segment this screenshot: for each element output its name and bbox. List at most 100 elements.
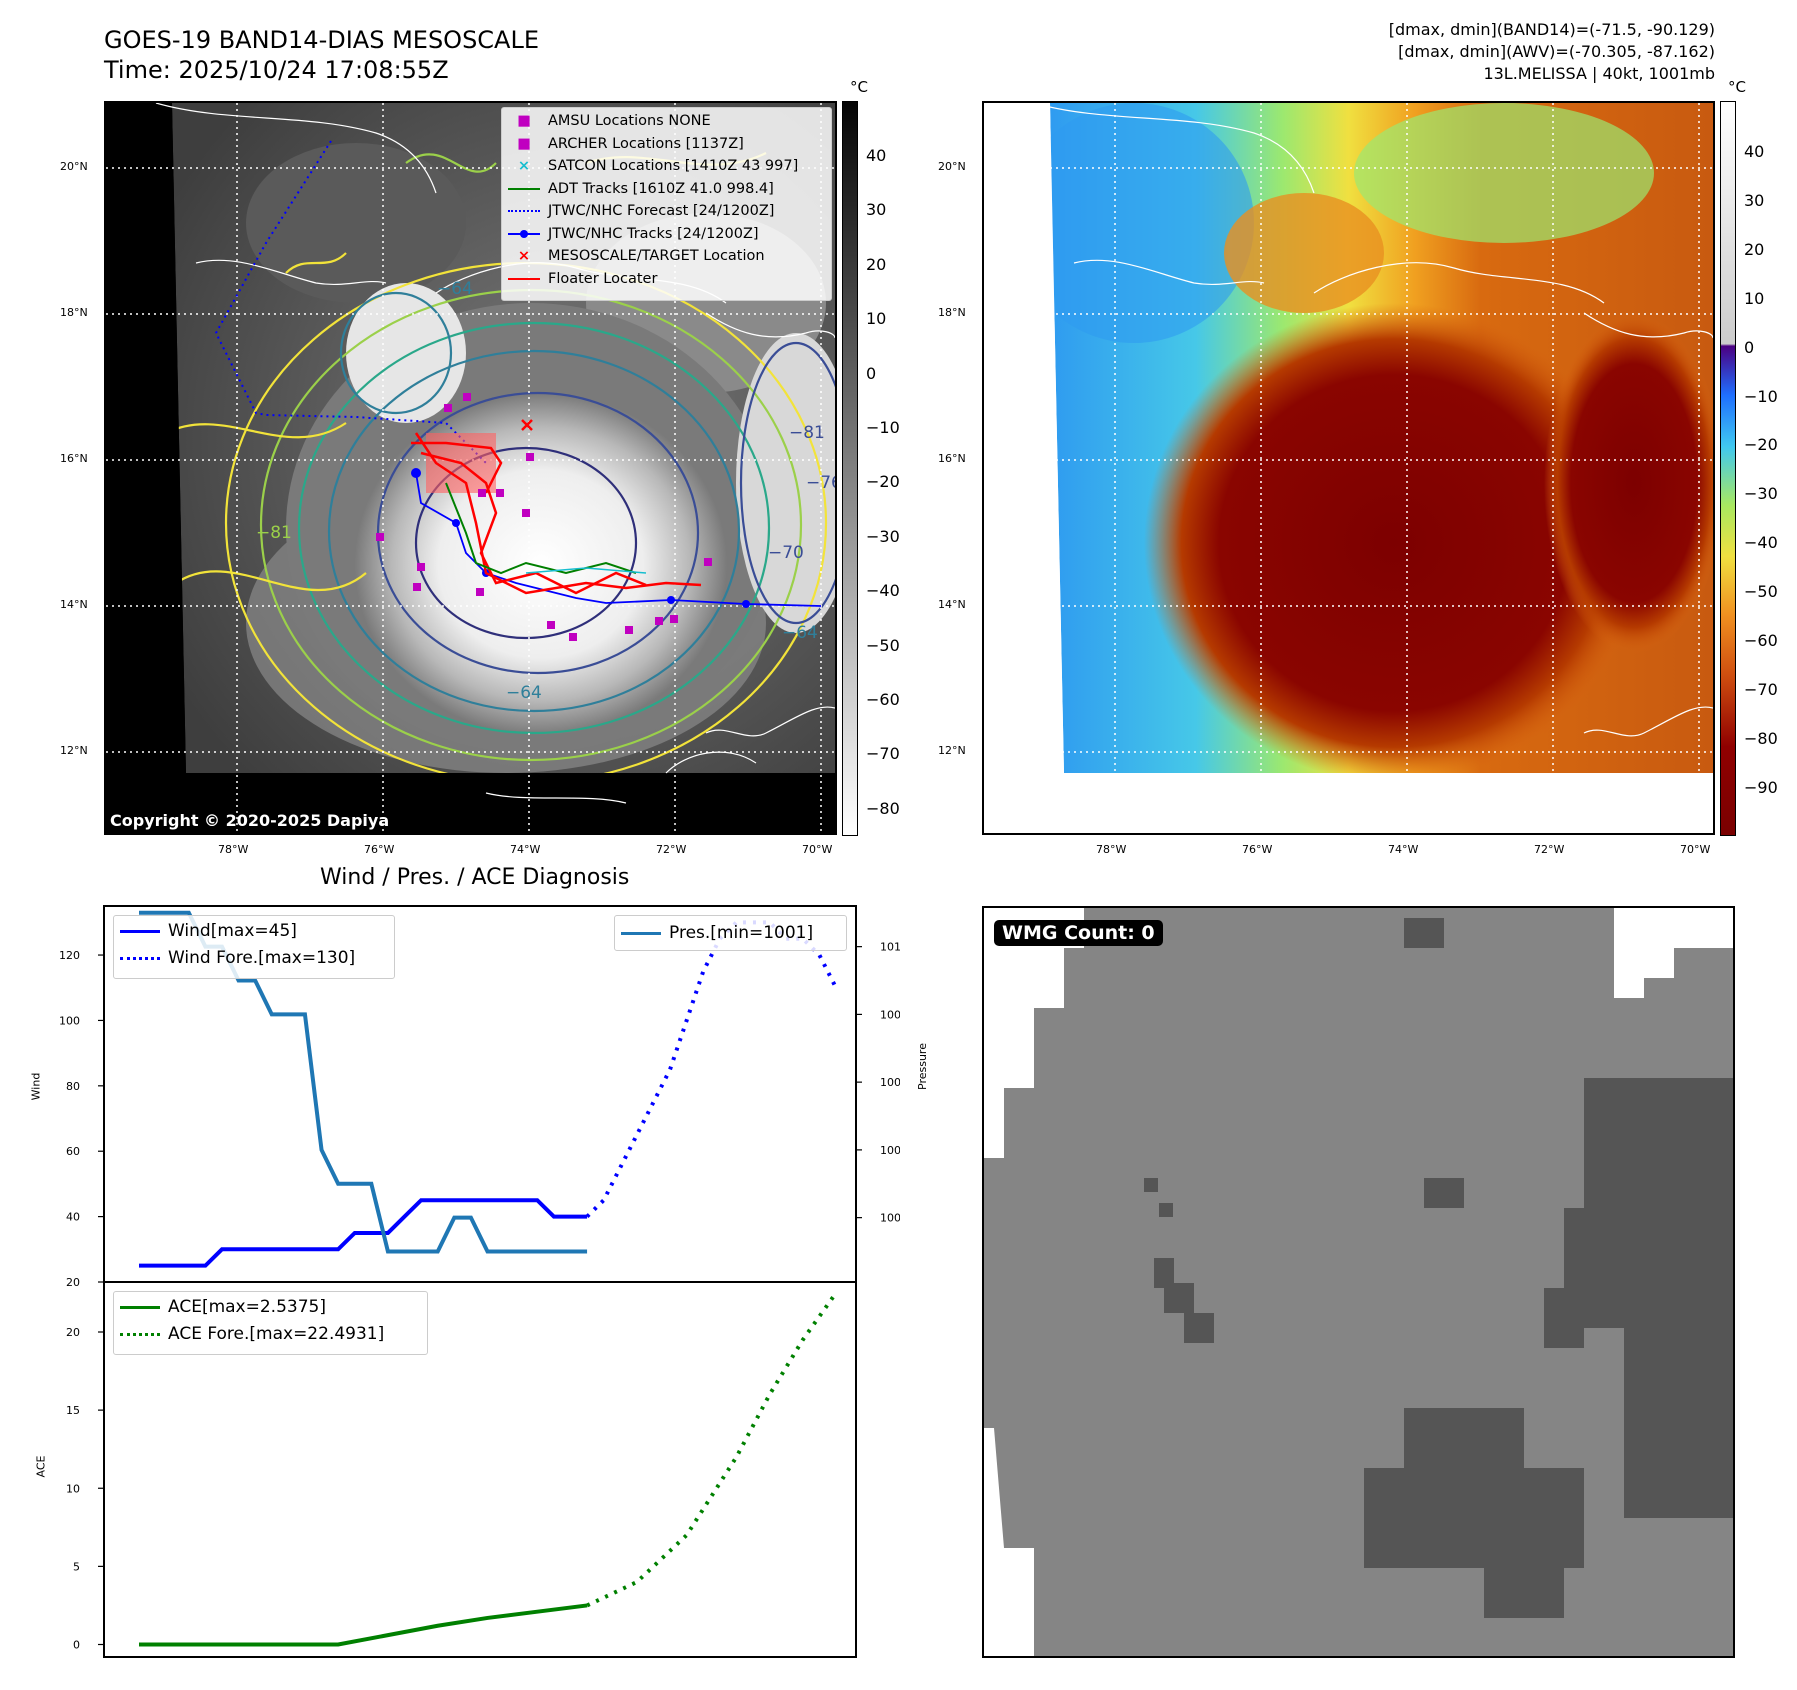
legend-forecast: JTWC/NHC Forecast [24/1200Z]: [508, 200, 825, 223]
legend-jtwc: JTWC/NHC Tracks [24/1200Z]: [508, 223, 825, 246]
colorbar-tick-label: 20: [1744, 239, 1765, 259]
colorbar2-unit: °C: [1728, 78, 1746, 96]
lon-tick: 70°W: [802, 843, 833, 856]
dotted-line-icon: [120, 957, 160, 960]
chart-time: Time: 2025/10/24 17:08:55Z: [104, 56, 449, 84]
pressure-ytick-label: 1006: [880, 1076, 900, 1089]
colorbar-tick-label: 40: [866, 146, 887, 165]
legend-satcon: × SATCON Locations [1410Z 43 997]: [508, 155, 825, 178]
ace-ytick-label: 5: [73, 1560, 80, 1573]
colorbar-tick-label: −70: [866, 744, 900, 764]
legend-archer: ■ ARCHER Locations [1137Z]: [508, 133, 825, 156]
chart-title: GOES-19 BAND14-DIAS MESOSCALE: [104, 26, 540, 54]
wind-legend: Wind[max=45] Wind Fore.[max=130]: [113, 915, 395, 979]
colorbar-tick-label: −20: [866, 472, 900, 492]
x-marker-icon: ×: [517, 158, 531, 174]
contour-label: −81: [789, 423, 825, 443]
colorbar-tick-label: −70: [1744, 679, 1778, 699]
colorbar-tick-label: 0: [866, 363, 877, 383]
solid-line-icon: [120, 1306, 160, 1309]
map-legend: ■ AMSU Locations NONE ■ ARCHER Locations […: [501, 107, 832, 301]
colorbar-tick-label: −50: [866, 635, 900, 655]
awv-map-svg: [984, 103, 1713, 833]
contour-label: −76: [806, 473, 835, 493]
colorbar-tick-label: −50: [1744, 582, 1778, 602]
colorbar-tick-label: 40: [1744, 142, 1765, 161]
line-marker-icon: [508, 187, 540, 190]
colorbar-tick-label: −40: [866, 581, 900, 601]
wmg-grid-svg: [984, 908, 1733, 1656]
lat-tick: 16°N: [938, 452, 966, 465]
ace-ytick-label: 15: [66, 1404, 80, 1417]
ace-axis-label: ACE: [34, 1455, 48, 1478]
lat-tick: 18°N: [60, 306, 88, 319]
contour-label: −64: [782, 623, 818, 643]
ace-ytick-label: 20: [66, 1326, 80, 1339]
wind-ytick-label: 100: [59, 1014, 80, 1027]
series-line-ace-fore-: [586, 1291, 838, 1608]
colorbar-tick-label: 10: [866, 309, 887, 329]
contour-label: −64: [506, 683, 542, 703]
wind-axis-label: Wind: [29, 1072, 43, 1101]
lon-tick: 72°W: [1534, 843, 1565, 856]
lon-tick: 78°W: [1096, 843, 1127, 856]
series-line-ace: [139, 1603, 588, 1647]
wind-ytick-label: 20: [66, 1276, 80, 1289]
lon-tick: 70°W: [1680, 843, 1711, 856]
copyright: Copyright © 2020-2025 Dapiya: [110, 811, 390, 830]
legend-floater: Floater Locater: [508, 268, 825, 291]
colorbar1: [842, 101, 858, 836]
x-marker-icon: ×: [517, 248, 531, 264]
colorbar-tick-label: −30: [1744, 484, 1778, 504]
info-awv: [dmax, dmin](AWV)=(-70.305, -87.162): [1398, 42, 1715, 61]
legend-adt: ADT Tracks [1610Z 41.0 998.4]: [508, 178, 825, 201]
wind-ytick-label: 60: [66, 1145, 80, 1158]
wind-ytick-label: 120: [59, 949, 80, 962]
colorbar-tick-label: −90: [1744, 777, 1778, 797]
lon-tick: 72°W: [656, 843, 687, 856]
lon-tick: 76°W: [364, 843, 395, 856]
colorbar1-unit: °C: [850, 78, 868, 96]
dotted-line-icon: [508, 210, 540, 213]
lat-tick: 12°N: [60, 744, 88, 757]
lat-tick: 12°N: [938, 744, 966, 757]
colorbar-tick-label: 30: [1744, 190, 1765, 210]
square-marker-icon: ■: [517, 135, 531, 152]
colorbar-tick-label: 0: [1744, 337, 1755, 357]
colorbar-tick-label: −60: [866, 690, 900, 709]
pressure-ytick-label: 1002: [880, 1212, 900, 1225]
colorbar-tick-label: −20: [1744, 435, 1778, 455]
pressure-legend: Pres.[min=1001]: [614, 915, 847, 951]
ir-map-panel: −64 −64 −70 −81 −76 −64 −81 ■AMSU Locati…: [104, 101, 837, 835]
legend-amsu: ■ AMSU Locations NONE: [508, 110, 825, 133]
colorbar-tick-label: −60: [1744, 631, 1778, 650]
line-dot-icon: [508, 229, 540, 238]
colorbar-tick-label: −80: [866, 798, 900, 818]
pressure-ytick-label: 1008: [880, 1008, 900, 1021]
wmg-panel: WMG Count: 0: [982, 906, 1735, 1658]
lon-tick: 74°W: [1388, 843, 1419, 856]
contour-label: −81: [256, 523, 292, 543]
wind-ytick-label: 80: [66, 1080, 80, 1093]
ace-ytick-label: 10: [66, 1482, 80, 1495]
awv-map-panel: [982, 101, 1715, 835]
contour-label: −70: [768, 543, 804, 563]
wmg-count-badge: WMG Count: 0: [994, 920, 1163, 946]
lat-tick: 18°N: [938, 306, 966, 319]
colorbar-tick-label: −40: [1744, 533, 1778, 553]
ace-axes-frame: [103, 1281, 857, 1658]
colorbar-tick-label: 20: [866, 254, 887, 274]
lat-tick: 20°N: [938, 160, 966, 173]
lat-tick: 14°N: [938, 598, 966, 611]
lat-tick: 16°N: [60, 452, 88, 465]
lon-tick: 78°W: [218, 843, 249, 856]
info-storm: 13L.MELISSA | 40kt, 1001mb: [1483, 64, 1715, 83]
solid-line-icon: [120, 930, 160, 933]
colorbar-tick-label: −10: [866, 418, 900, 437]
dotted-line-icon: [120, 1333, 160, 1336]
colorbar-tick-label: −80: [1744, 728, 1778, 748]
pressure-ytick-label: 1004: [880, 1144, 900, 1157]
ace-ytick-label: 0: [73, 1639, 80, 1652]
